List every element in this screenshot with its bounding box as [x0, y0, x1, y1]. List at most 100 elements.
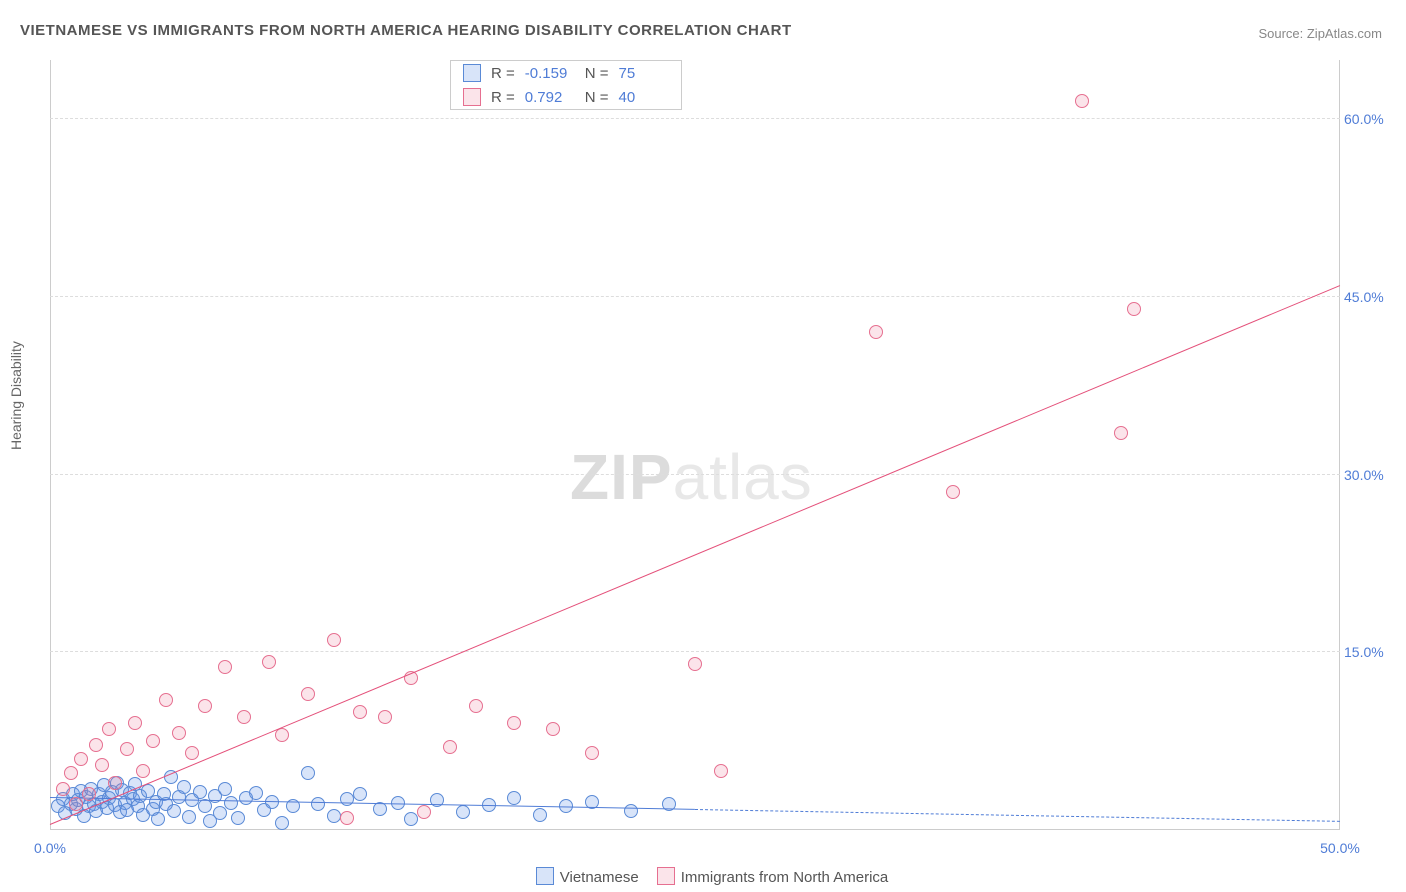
r-value: 0.792 [525, 89, 575, 106]
data-point-immigrants [301, 687, 315, 701]
axis-border-right [1339, 60, 1340, 830]
r-label: R = [491, 89, 515, 106]
data-point-immigrants [1075, 94, 1089, 108]
data-point-immigrants [69, 797, 83, 811]
data-point-immigrants [353, 705, 367, 719]
data-point-vietnamese [167, 804, 181, 818]
legend-swatch-immigrants [463, 88, 481, 106]
data-point-vietnamese [231, 811, 245, 825]
data-point-immigrants [585, 746, 599, 760]
data-point-vietnamese [275, 816, 289, 830]
gridline [50, 118, 1340, 119]
source-label: Source: ZipAtlas.com [1258, 26, 1382, 41]
data-point-immigrants [275, 728, 289, 742]
legend-swatch-vietnamese [463, 64, 481, 82]
data-point-vietnamese [182, 810, 196, 824]
data-point-immigrants [443, 740, 457, 754]
data-point-immigrants [1127, 302, 1141, 316]
data-point-vietnamese [340, 792, 354, 806]
n-label: N = [585, 65, 609, 82]
data-point-immigrants [218, 660, 232, 674]
data-point-immigrants [262, 655, 276, 669]
y-tick-label: 15.0% [1344, 644, 1394, 660]
gridline [50, 651, 1340, 652]
data-point-vietnamese [213, 806, 227, 820]
data-point-immigrants [185, 746, 199, 760]
n-value: 75 [619, 65, 669, 82]
n-value: 40 [619, 89, 669, 106]
data-point-immigrants [546, 722, 560, 736]
legend-label-immigrants: Immigrants from North America [681, 869, 889, 886]
stats-row-immigrants: R = 0.792 N = 40 [451, 85, 681, 109]
data-point-immigrants [340, 811, 354, 825]
y-axis-label: Hearing Disability [8, 341, 24, 450]
axis-border-left [50, 60, 51, 830]
legend-label-vietnamese: Vietnamese [560, 869, 639, 886]
data-point-vietnamese [249, 786, 263, 800]
data-point-immigrants [172, 726, 186, 740]
data-point-immigrants [136, 764, 150, 778]
data-point-immigrants [95, 758, 109, 772]
data-point-immigrants [102, 722, 116, 736]
data-point-immigrants [74, 752, 88, 766]
x-tick-label: 50.0% [1320, 840, 1360, 856]
data-point-immigrants [82, 787, 96, 801]
data-point-immigrants [56, 782, 70, 796]
data-point-vietnamese [301, 766, 315, 780]
data-point-vietnamese [198, 799, 212, 813]
chart-title: VIETNAMESE VS IMMIGRANTS FROM NORTH AMER… [20, 22, 792, 39]
data-point-immigrants [108, 776, 122, 790]
data-point-vietnamese [456, 805, 470, 819]
regression-line [50, 285, 1340, 825]
data-point-immigrants [89, 738, 103, 752]
data-point-vietnamese [353, 787, 367, 801]
legend-swatch-immigrants [657, 867, 675, 885]
data-point-vietnamese [533, 808, 547, 822]
data-point-vietnamese [177, 780, 191, 794]
data-point-vietnamese [624, 804, 638, 818]
data-point-immigrants [417, 805, 431, 819]
y-tick-label: 60.0% [1344, 111, 1394, 127]
data-point-vietnamese [218, 782, 232, 796]
data-point-immigrants [146, 734, 160, 748]
n-label: N = [585, 89, 609, 106]
data-point-vietnamese [311, 797, 325, 811]
axis-border-bottom [50, 829, 1340, 830]
source-name: ZipAtlas.com [1307, 26, 1382, 41]
data-point-vietnamese [404, 812, 418, 826]
data-point-immigrants [120, 742, 134, 756]
gridline [50, 474, 1340, 475]
data-point-immigrants [327, 633, 341, 647]
r-value: -0.159 [525, 65, 575, 82]
stats-row-vietnamese: R = -0.159 N = 75 [451, 61, 681, 85]
data-point-immigrants [469, 699, 483, 713]
x-tick-label: 0.0% [34, 840, 66, 856]
plot-inner: 15.0%30.0%45.0%60.0%0.0%50.0% [50, 60, 1340, 830]
data-point-immigrants [1114, 426, 1128, 440]
y-tick-label: 45.0% [1344, 289, 1394, 305]
bottom-legend: Vietnamese Immigrants from North America [0, 867, 1406, 886]
data-point-vietnamese [507, 791, 521, 805]
regression-line [695, 809, 1340, 822]
y-tick-label: 30.0% [1344, 467, 1394, 483]
data-point-immigrants [378, 710, 392, 724]
data-point-vietnamese [193, 785, 207, 799]
data-point-vietnamese [224, 796, 238, 810]
data-point-immigrants [128, 716, 142, 730]
data-point-immigrants [237, 710, 251, 724]
data-point-immigrants [159, 693, 173, 707]
data-point-immigrants [946, 485, 960, 499]
data-point-vietnamese [151, 812, 165, 826]
correlation-stats-box: R = -0.159 N = 75 R = 0.792 N = 40 [450, 60, 682, 110]
legend-swatch-vietnamese [536, 867, 554, 885]
chart-plot-area: ZIPatlas 15.0%30.0%45.0%60.0%0.0%50.0% R… [50, 60, 1340, 830]
r-label: R = [491, 65, 515, 82]
gridline [50, 296, 1340, 297]
data-point-immigrants [688, 657, 702, 671]
data-point-immigrants [198, 699, 212, 713]
source-prefix: Source: [1258, 26, 1306, 41]
data-point-immigrants [64, 766, 78, 780]
data-point-immigrants [507, 716, 521, 730]
data-point-vietnamese [430, 793, 444, 807]
data-point-immigrants [714, 764, 728, 778]
